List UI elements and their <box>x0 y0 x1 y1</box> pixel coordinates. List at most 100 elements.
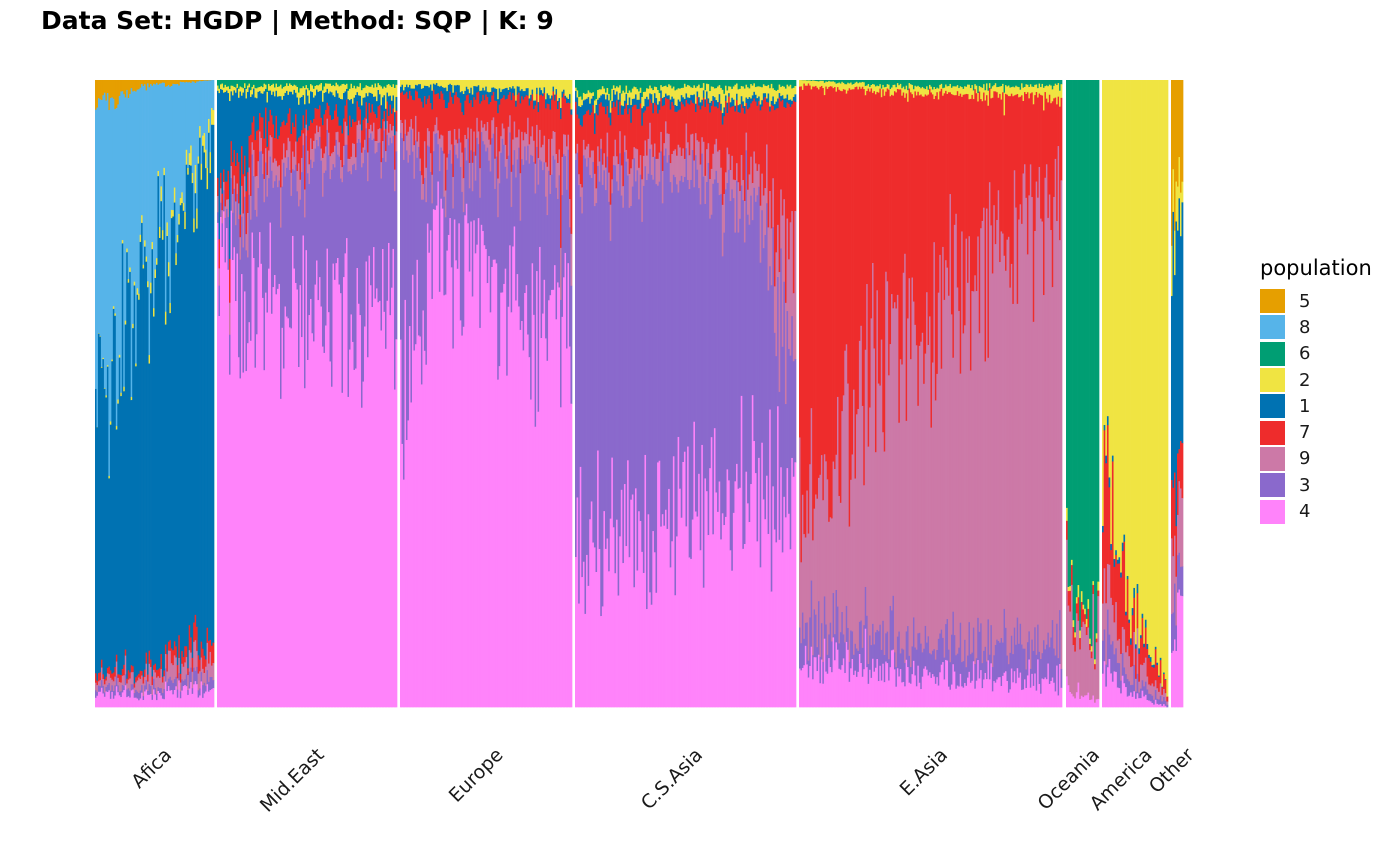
bar-segment-9 <box>310 138 312 161</box>
bar-segment-7 <box>915 95 918 346</box>
bar-segment-2 <box>598 89 601 99</box>
bar-segment-1 <box>96 427 99 681</box>
bar-segment-6 <box>308 80 311 91</box>
bar-segment-8 <box>203 80 206 134</box>
bar-segment-3 <box>611 193 614 458</box>
bar-segment-3 <box>1116 662 1119 688</box>
bar-segment-3 <box>710 214 713 438</box>
bar-segment-4 <box>965 685 968 708</box>
bar-segment-3 <box>513 150 516 227</box>
bar-segment-3 <box>181 679 184 691</box>
bar-segment-4 <box>829 667 832 708</box>
bar-segment-9 <box>274 158 276 182</box>
bar-segment-6 <box>781 80 784 87</box>
bar-segment-7 <box>825 86 828 462</box>
bar-segment-2 <box>389 85 392 97</box>
bar-segment-6 <box>987 80 990 92</box>
bar-segment-4 <box>313 341 315 708</box>
bar-segment-2 <box>1092 581 1095 586</box>
bar-segment-7 <box>516 94 519 138</box>
bar-segment-3 <box>620 195 623 491</box>
bar-segment-9 <box>236 183 239 195</box>
bar-segment-2 <box>931 89 934 95</box>
bar-segment-1 <box>456 84 459 98</box>
bar-segment-4 <box>723 525 726 708</box>
bar-segment-8 <box>129 93 132 268</box>
bar-segment-9 <box>841 411 844 613</box>
bar-segment-6 <box>305 80 308 86</box>
bar-segment-2 <box>407 80 410 88</box>
bar-segment-4 <box>710 437 713 708</box>
bar-segment-7 <box>800 86 803 563</box>
bar-segment-4 <box>555 319 558 708</box>
bar-segment-9 <box>280 187 282 228</box>
bar-segment-3 <box>784 404 787 518</box>
bar-segment-4 <box>819 683 822 708</box>
bar-segment-9 <box>471 162 474 192</box>
bar-segment-1 <box>337 93 339 118</box>
bar-segment-1 <box>740 96 743 105</box>
bar-segment-9 <box>860 325 863 621</box>
bar-segment-4 <box>524 292 526 708</box>
bar-segment-2 <box>462 80 465 95</box>
bar-segment-1 <box>1138 648 1141 655</box>
bar-segment-7 <box>939 91 942 256</box>
bar-segment-6 <box>229 80 231 90</box>
bar-segment-9 <box>277 166 279 188</box>
bar-segment-4 <box>682 462 685 708</box>
bar-segment-6 <box>218 80 221 90</box>
bar-segment-2 <box>952 86 955 96</box>
bar-segment-7 <box>1041 95 1044 222</box>
bar-segment-4 <box>227 269 230 708</box>
bar-segment-9 <box>1053 196 1056 649</box>
bar-segment-6 <box>845 80 848 85</box>
bar-segment-9 <box>710 168 713 216</box>
bar-segment-1 <box>172 216 175 651</box>
bar-segment-9 <box>669 163 672 183</box>
bar-segment-4 <box>694 511 697 708</box>
bar-segment-9 <box>590 150 593 179</box>
bar-segment-9 <box>1044 177 1047 650</box>
bar-segment-4 <box>446 250 449 708</box>
bar-segment-7 <box>638 108 641 169</box>
bar-segment-4 <box>1136 693 1139 708</box>
bar-segment-9 <box>851 454 854 632</box>
bar-segment-9 <box>455 139 458 155</box>
bar-segment-1 <box>595 104 598 114</box>
bar-segment-9 <box>111 679 114 686</box>
bar-segment-6 <box>693 80 696 86</box>
bar-segment-3 <box>713 179 716 429</box>
bar-segment-4 <box>590 501 593 708</box>
bar-segment-4 <box>386 300 389 708</box>
bar-segment-6 <box>728 80 731 87</box>
bar-segment-3 <box>172 682 175 695</box>
bar-segment-4 <box>1021 689 1023 708</box>
bar-segment-4 <box>674 595 677 708</box>
bar-segment-9 <box>604 167 607 191</box>
bar-segment-3 <box>739 218 742 489</box>
bar-segment-4 <box>531 263 534 708</box>
bar-segment-4 <box>341 392 344 708</box>
bar-segment-7 <box>416 91 419 142</box>
bar-segment-7 <box>242 174 245 214</box>
bar-segment-7 <box>732 105 735 180</box>
bar-segment-9 <box>452 176 455 209</box>
bar-segment-6 <box>221 80 224 84</box>
bar-segment-7 <box>1012 96 1015 305</box>
bar-segment-7 <box>612 102 615 157</box>
bar-segment-6 <box>921 80 924 88</box>
bar-segment-1 <box>160 201 163 655</box>
bar-segment-9 <box>1009 287 1012 654</box>
bar-segment-2 <box>650 88 653 95</box>
bar-segment-5 <box>144 80 146 85</box>
bar-segment-4 <box>377 302 380 708</box>
bar-segment-9 <box>991 273 994 668</box>
bar-segment-2 <box>858 82 861 88</box>
bar-segment-3 <box>105 686 108 692</box>
bar-segment-3 <box>262 174 264 299</box>
bar-segment-4 <box>943 679 946 708</box>
bar-segment-7 <box>1143 647 1146 664</box>
bar-segment-1 <box>578 106 581 119</box>
bar-segment-4 <box>855 676 858 708</box>
bar-segment-7 <box>981 101 984 222</box>
